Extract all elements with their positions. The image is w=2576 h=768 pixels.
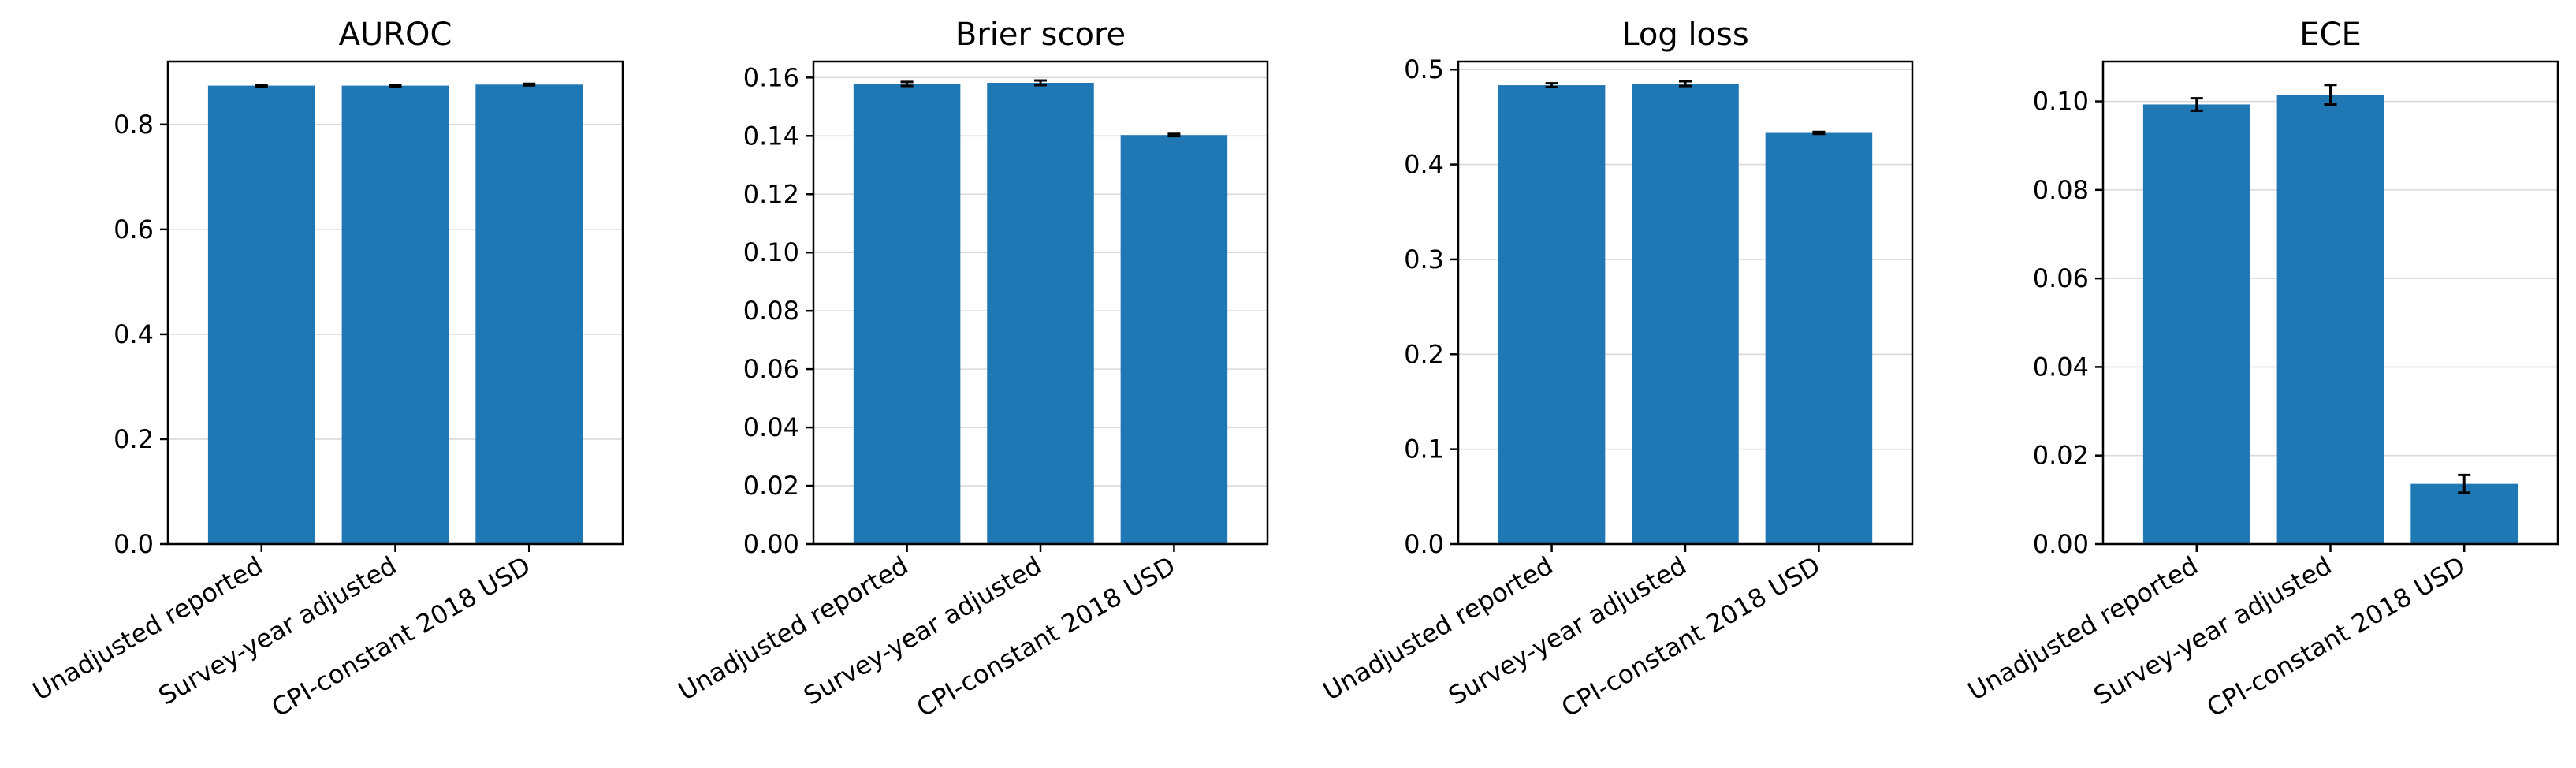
y-tick-label: 0.10 xyxy=(2033,87,2089,117)
y-tick-label: 0.4 xyxy=(114,319,154,349)
x-tick-label: Unadjusted reported xyxy=(1963,550,2203,706)
y-tick-label: 0.0 xyxy=(1404,529,1444,559)
y-tick-label: 0.6 xyxy=(114,214,154,244)
y-tick-label: 0.04 xyxy=(2033,352,2089,382)
y-tick-label: 0.0 xyxy=(114,529,154,559)
bar xyxy=(475,84,583,545)
y-tick-label: 0.08 xyxy=(743,296,799,326)
y-tick-label: 0.00 xyxy=(2033,529,2089,559)
plot-frame xyxy=(812,60,1269,546)
y-tick-label: 0.02 xyxy=(2033,441,2089,471)
y-tick-label: 0.1 xyxy=(1404,434,1444,464)
bar xyxy=(1498,85,1606,544)
x-tick-label: Survey-year adjusted xyxy=(2089,550,2337,711)
y-tick-label: 0.14 xyxy=(743,121,799,151)
x-tick-label: Unadjusted reported xyxy=(1318,550,1558,706)
y-tick-label: 0.2 xyxy=(1404,339,1444,369)
y-tick-label: 0.3 xyxy=(1404,244,1444,274)
chart-title: AUROC xyxy=(339,17,452,53)
bar xyxy=(2276,95,2384,544)
y-tick-label: 0.10 xyxy=(743,237,799,267)
x-tick-label: Survey-year adjusted xyxy=(798,550,1047,711)
y-tick-label: 0.8 xyxy=(114,110,154,140)
plot-frame xyxy=(166,60,624,546)
chart-title: Brier score xyxy=(955,17,1126,53)
bar xyxy=(341,85,449,545)
bar xyxy=(987,82,1094,544)
x-tick-label: Survey-year adjusted xyxy=(154,550,402,711)
plot-frame xyxy=(1457,60,1914,546)
bar xyxy=(853,84,961,545)
bar xyxy=(1765,132,1873,544)
plot-frame xyxy=(2101,60,2559,546)
chart-title: Log loss xyxy=(1621,17,1748,53)
y-tick-label: 0.12 xyxy=(743,179,799,209)
y-tick-label: 0.06 xyxy=(2033,263,2089,293)
bar xyxy=(1632,84,1739,544)
y-tick-label: 0.2 xyxy=(114,424,154,454)
y-tick-label: 0.08 xyxy=(2033,175,2089,205)
y-tick-label: 0.00 xyxy=(743,529,799,559)
y-tick-label: 0.04 xyxy=(743,412,799,442)
chart-title: ECE xyxy=(2299,17,2361,53)
y-tick-label: 0.06 xyxy=(743,354,799,384)
x-tick-label: Unadjusted reported xyxy=(28,550,268,706)
bar xyxy=(1120,135,1228,544)
x-tick-label: Survey-year adjusted xyxy=(1443,550,1692,711)
y-tick-label: 0.02 xyxy=(743,471,799,501)
y-tick-label: 0.16 xyxy=(743,62,799,92)
y-tick-label: 0.5 xyxy=(1404,54,1444,84)
bar xyxy=(207,85,315,545)
bar xyxy=(2142,104,2250,544)
x-tick-label: Unadjusted reported xyxy=(673,550,914,706)
y-tick-label: 0.4 xyxy=(1404,150,1444,180)
